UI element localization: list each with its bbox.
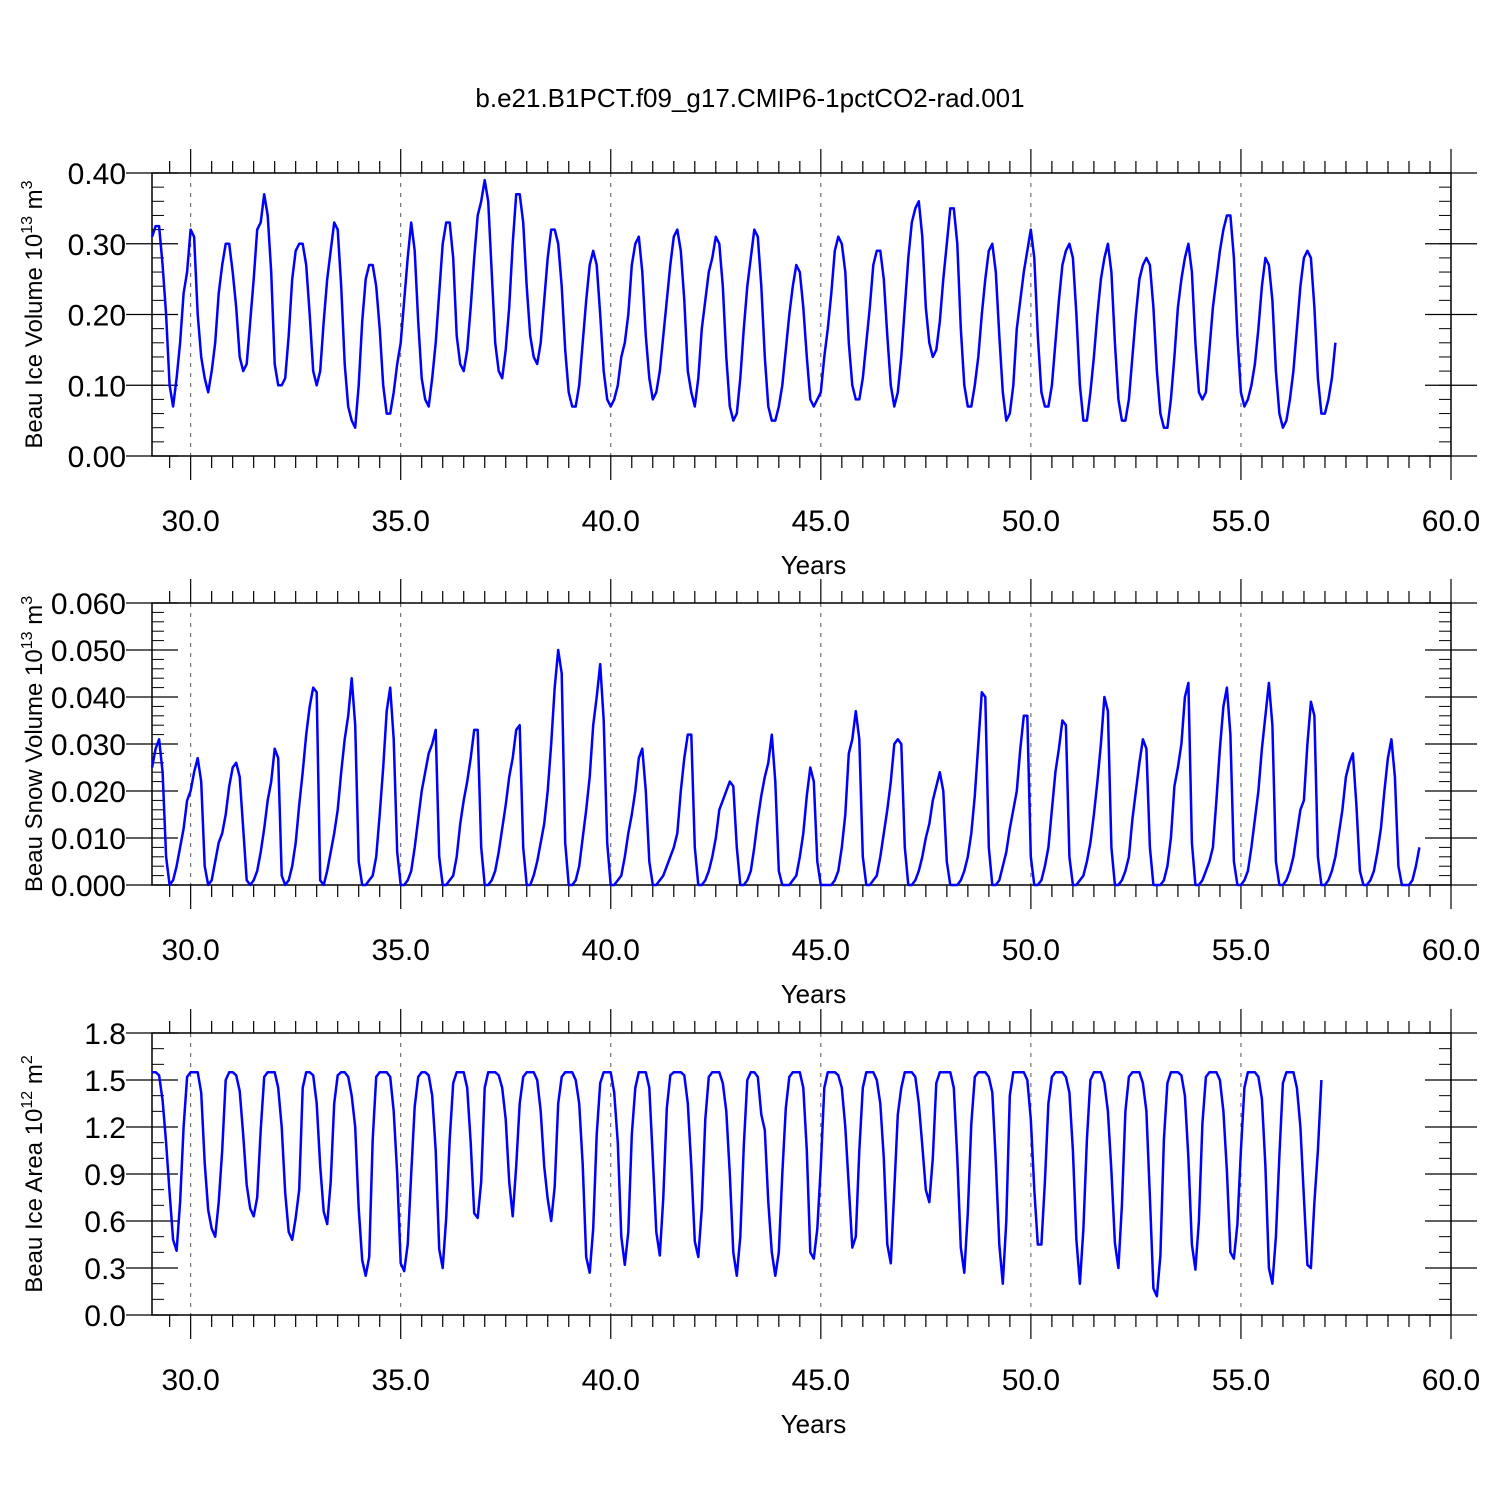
series-line: [152, 1070, 1323, 1298]
x-tick-label: 45.0: [792, 1364, 850, 1397]
x-tick-label: 55.0: [1212, 934, 1270, 967]
x-tick-label: 40.0: [582, 1364, 640, 1397]
x-tick-label: 45.0: [792, 505, 850, 538]
x-tick-label: 40.0: [582, 934, 640, 967]
x-tick-label: 35.0: [372, 934, 430, 967]
y-tick-label: 0.40: [68, 158, 126, 191]
chart-title: b.e21.B1PCT.f09_g17.CMIP6-1pctCO2-rad.00…: [475, 83, 1024, 113]
x-tick-label: 35.0: [372, 505, 430, 538]
x-tick-label: 30.0: [161, 1364, 219, 1397]
series-line: [150, 648, 1421, 887]
y-axis-label: Beau Ice Area 1012 m2: [19, 1055, 48, 1293]
y-tick-label: 0.030: [51, 729, 126, 762]
x-tick-label: 30.0: [161, 505, 219, 538]
panel-snow-volume: 0.000 0.010 0.020 0.030 0.040 0.050 0.060 30.0 3…: [19, 579, 1480, 1009]
y-tick-label: 0.20: [68, 300, 126, 333]
y-axis-label: Beau Ice Volume 1013 m3: [19, 180, 48, 448]
y-tick-label: 0.010: [51, 823, 126, 856]
y-tick-label: 0.10: [68, 370, 126, 403]
x-axis-label: Years: [781, 1409, 847, 1439]
x-tick-label: 60.0: [1422, 934, 1480, 967]
x-tick-label: 35.0: [372, 1364, 430, 1397]
y-tick-label: 1.2: [84, 1112, 126, 1145]
y-tick-label: 0.9: [84, 1159, 126, 1192]
x-tick-label: 55.0: [1212, 505, 1270, 538]
y-tick-label: 0.060: [51, 588, 126, 621]
x-tick-label: 50.0: [1002, 1364, 1060, 1397]
y-tick-label: 0.00: [68, 441, 126, 474]
x-tick-label: 55.0: [1212, 1364, 1270, 1397]
y-tick-label: 0.3: [84, 1253, 126, 1286]
x-axis-label: Years: [781, 550, 847, 580]
x-tick-label: 50.0: [1002, 505, 1060, 538]
y-tick-label: 0.30: [68, 229, 126, 262]
x-tick-label: 45.0: [792, 934, 850, 967]
x-tick-label: 60.0: [1422, 505, 1480, 538]
y-tick-label: 0.0: [84, 1300, 126, 1333]
y-tick-label: 1.5: [84, 1065, 126, 1098]
x-tick-label: 40.0: [582, 505, 640, 538]
panel-ice-volume: 0.00 0.10 0.20 0.30 0.40 30.0 35.0 40.0 45.0 50.0…: [19, 149, 1480, 580]
y-tick-label: 0.020: [51, 776, 126, 809]
panel-ice-area: 0.0 0.3 0.6 0.9 1.2 1.5 1.8 30.0 35.0 40.0 45.0 50.…: [19, 1009, 1480, 1439]
x-tick-label: 60.0: [1422, 1364, 1480, 1397]
y-tick-label: 0.000: [51, 870, 126, 903]
plot-frame: [151, 172, 1452, 457]
x-axis-label: Years: [781, 979, 847, 1009]
y-tick-label: 0.6: [84, 1206, 126, 1239]
y-axis-label: Beau Snow Volume 1013 m3: [19, 596, 48, 892]
y-tick-label: 0.050: [51, 635, 126, 668]
series-line: [150, 178, 1337, 429]
y-tick-label: 1.8: [84, 1018, 126, 1051]
x-tick-label: 30.0: [161, 934, 219, 967]
y-tick-label: 0.040: [51, 682, 126, 715]
x-tick-label: 50.0: [1002, 934, 1060, 967]
